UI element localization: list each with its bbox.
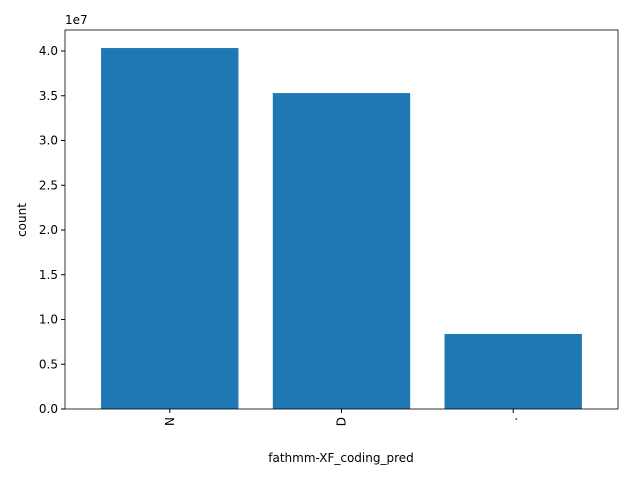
y-axis-label: count — [15, 203, 29, 237]
y-offset-label: 1e7 — [65, 13, 88, 27]
y-tick-label: 0.5 — [39, 357, 58, 371]
y-tick-label: 3.0 — [39, 134, 58, 148]
y-tick-label: 2.5 — [39, 178, 58, 192]
x-axis-label: fathmm-XF_coding_pred — [268, 451, 414, 465]
y-tick-label: 0.0 — [39, 402, 58, 416]
x-tick-label: . — [506, 417, 520, 421]
bar — [444, 333, 582, 409]
y-tick-label: 1.5 — [39, 268, 58, 282]
y-tick-label: 4.0 — [39, 44, 58, 58]
x-tick-label: N — [163, 417, 177, 426]
x-tick-label: D — [335, 417, 349, 426]
plot-frame — [64, 29, 619, 410]
bar — [272, 93, 411, 409]
bar — [101, 48, 239, 410]
y-tick-label: 2.0 — [39, 223, 58, 237]
y-tick-label: 1.0 — [39, 313, 58, 327]
y-tick-label: 3.5 — [39, 89, 58, 103]
